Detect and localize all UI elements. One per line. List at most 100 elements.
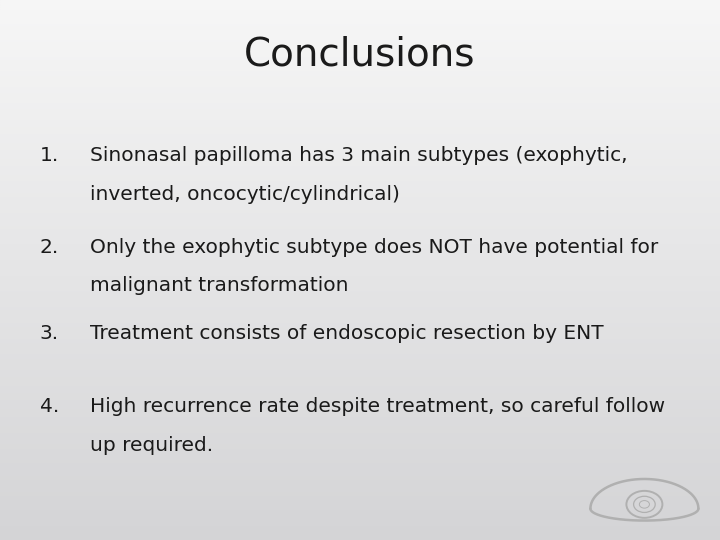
Bar [0,504,720,506]
Bar [0,69,720,70]
Bar [0,313,720,315]
Bar [0,482,720,484]
Bar [0,20,720,22]
Bar [0,169,720,171]
Bar [0,131,720,133]
Bar [0,212,720,214]
Bar [0,454,720,455]
Bar [0,441,720,443]
Bar [0,15,720,16]
Bar [0,443,720,444]
Bar [0,74,720,76]
Bar [0,227,720,228]
Bar [0,5,720,7]
Bar [0,137,720,139]
Bar [0,160,720,162]
Bar [0,336,720,339]
Bar [0,401,720,403]
Bar [0,464,720,466]
Bar [0,207,720,209]
Text: 2.: 2. [40,238,59,256]
Bar [0,393,720,394]
Bar [0,511,720,513]
Bar [0,239,720,241]
Bar [0,450,720,452]
Bar [0,49,720,50]
Bar [0,77,720,79]
Bar [0,535,720,536]
Bar [0,23,720,25]
Bar [0,142,720,144]
Bar [0,158,720,160]
Bar [0,394,720,396]
Bar [0,124,720,126]
Bar [0,366,720,367]
Bar [0,45,720,47]
Bar [0,312,720,313]
Bar [0,459,720,461]
Bar [0,65,720,66]
Bar [0,328,720,329]
Bar [0,139,720,140]
Bar [0,167,720,169]
Bar [0,16,720,18]
Bar [0,455,720,457]
Bar [0,146,720,147]
Bar [0,360,720,362]
Bar [0,389,720,390]
Bar [0,54,720,56]
Bar [0,387,720,389]
Bar [0,18,720,20]
Bar [0,147,720,150]
Bar [0,39,720,42]
Bar [0,333,720,335]
Bar [0,120,720,123]
Bar [0,432,720,434]
Bar [0,238,720,239]
Bar [0,27,720,29]
Bar [0,25,720,27]
Bar [0,412,720,414]
Bar [0,171,720,173]
Bar [0,309,720,312]
Bar [0,479,720,481]
Bar [0,468,720,470]
Bar [0,342,720,344]
Bar [0,420,720,421]
Bar [0,396,720,398]
Bar [0,52,720,54]
Text: High recurrence rate despite treatment, so careful follow: High recurrence rate despite treatment, … [90,397,665,416]
Bar [0,308,720,309]
Bar [0,32,720,34]
Bar [0,164,720,166]
Bar [0,353,720,355]
Bar [0,223,720,225]
Bar [0,117,720,119]
Bar [0,292,720,293]
Bar [0,355,720,356]
Bar [0,209,720,211]
Bar [0,452,720,454]
Bar [0,88,720,90]
Bar [0,248,720,250]
Bar [0,99,720,101]
Bar [0,315,720,317]
Bar [0,4,720,5]
Text: 3.: 3. [40,324,59,343]
Bar [0,7,720,9]
Bar [0,86,720,88]
Bar [0,410,720,412]
Bar [0,486,720,488]
Bar [0,185,720,187]
Bar [0,295,720,297]
Bar [0,488,720,490]
Bar [0,236,720,238]
Bar [0,110,720,112]
Text: Treatment consists of endoscopic resection by ENT: Treatment consists of endoscopic resecti… [90,324,603,343]
Bar [0,12,720,15]
Bar [0,493,720,495]
Bar [0,214,720,216]
Bar [0,83,720,85]
Bar [0,263,720,265]
Bar [0,481,720,482]
